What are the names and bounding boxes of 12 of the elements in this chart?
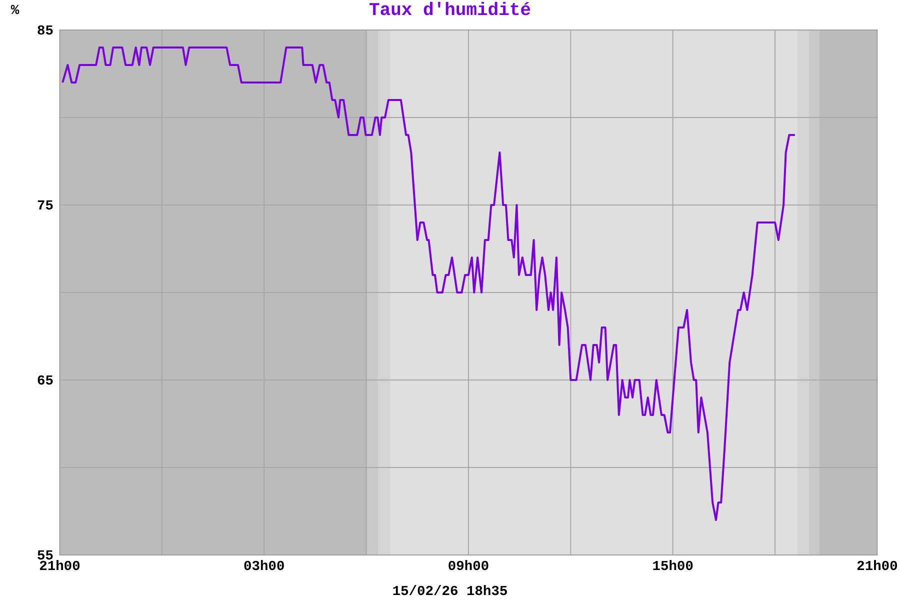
chart-title: Taux d'humidité	[370, 2, 530, 16]
x-axis-title: 15/02/26 18h35	[393, 585, 507, 596]
y-axis-title: %	[10, 4, 20, 14]
y-tick-label: 85	[38, 25, 53, 35]
y-tick-label: 55	[38, 550, 53, 560]
x-tick-label: 09h00	[448, 560, 488, 570]
x-tick-label: 21h00	[40, 560, 80, 570]
x-tick-label: 21h00	[857, 560, 898, 570]
x-tick-label: 15h00	[653, 560, 693, 570]
y-tick-label: 65	[38, 375, 53, 385]
y-tick-label: 75	[38, 200, 53, 210]
x-tick-label: 03h00	[244, 560, 284, 570]
